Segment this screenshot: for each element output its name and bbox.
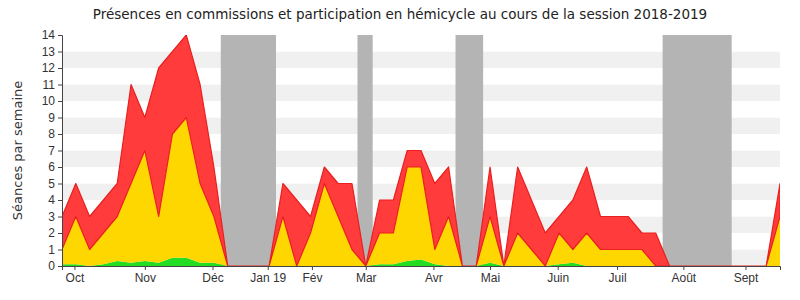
y-tick: 14 [42, 28, 62, 42]
y-tick: 3 [48, 210, 62, 224]
y-tick: 7 [48, 144, 62, 158]
y-tick-label: 9 [48, 111, 55, 125]
area [62, 35, 780, 266]
x-tick: Fév [302, 266, 322, 285]
y-tick-mark [58, 200, 62, 201]
x-tick-mark [312, 266, 313, 270]
y-tick-label: 14 [42, 28, 56, 42]
y-tick-label: 3 [48, 210, 55, 224]
y-tick-mark [58, 250, 62, 251]
x-tick-mark [74, 266, 75, 270]
x-tick: Juin [547, 266, 569, 285]
y-tick-mark [58, 68, 62, 69]
y-tick-mark [58, 35, 62, 36]
x-tick-label: Déc [202, 271, 223, 285]
y-tick-mark [58, 101, 62, 102]
y-tick: 4 [48, 193, 62, 207]
y-tick-label: 5 [48, 177, 55, 191]
x-tick-label: Avr [425, 271, 443, 285]
y-tick-label: 0 [48, 259, 55, 273]
y-tick: 1 [48, 243, 62, 257]
x-tick: Déc [202, 266, 223, 285]
y-tick-label: 1 [48, 243, 55, 257]
y-tick: 6 [48, 160, 62, 174]
x-tick: Jan 19 [250, 266, 286, 285]
vacation-band [221, 35, 276, 266]
y-axis-title: Séances par semaine [10, 81, 25, 220]
x-tick-mark [745, 266, 746, 270]
x-tick-mark [433, 266, 434, 270]
y-tick: 9 [48, 111, 62, 125]
y-tick-label: 6 [48, 160, 55, 174]
y-tick: 12 [42, 61, 62, 75]
y-tick-label: 11 [43, 78, 56, 92]
y-tick: 13 [42, 45, 62, 59]
x-tick-mark [558, 266, 559, 270]
grid [62, 35, 780, 266]
x-tick-label: Fév [302, 271, 322, 285]
y-tick-label: 2 [48, 226, 55, 240]
x-tick-mark [213, 266, 214, 270]
y-tick-label: 10 [42, 94, 56, 108]
x-tick-mark [683, 266, 684, 270]
x-tick-label: Jan 19 [250, 271, 286, 285]
x-tick-label: Mai [481, 271, 500, 285]
x-tick: Oct [66, 266, 85, 285]
x-tick-mark [268, 266, 269, 270]
x-tick-mark [145, 266, 146, 270]
y-axis: 01234567891011121314 [42, 28, 63, 273]
y-tick-label: 7 [48, 144, 55, 158]
y-tick-mark [58, 134, 62, 135]
y-tick-mark [58, 167, 62, 168]
y-tick-mark [58, 217, 62, 218]
y-tick: 2 [48, 226, 62, 240]
x-tick-label: Juin [547, 271, 569, 285]
x-tick-mark [366, 266, 367, 270]
x-tick: Août [672, 266, 697, 285]
chart: 01234567891011121314OctNovDécJan 19FévMa… [0, 0, 800, 300]
x-tick: Avr [425, 266, 443, 285]
x-tick: Juil [609, 266, 627, 285]
y-tick-mark [58, 184, 62, 185]
y-tick-mark [58, 118, 62, 119]
vacation-band [456, 35, 484, 266]
x-tick-label: Juil [609, 271, 627, 285]
y-axis-line [58, 36, 63, 267]
y-tick-mark [58, 52, 62, 53]
y-tick-label: 4 [48, 193, 55, 207]
y-tick-label: 8 [48, 127, 55, 141]
y-tick: 11 [43, 78, 62, 92]
series-group [62, 35, 780, 266]
x-tick-label: Août [672, 271, 697, 285]
x-axis: Oct Nov Déc Jan 19 Fév Mar Avr Mai Juin Juil Août S… [63, 266, 781, 285]
y-tick-mark [58, 233, 62, 234]
y-tick: 5 [48, 177, 62, 191]
x-tick: Mai [481, 266, 500, 285]
x-tick-label: Nov [135, 271, 156, 285]
y-tick-label: 12 [42, 61, 56, 75]
x-tick: Mar [356, 266, 377, 285]
y-tick: 8 [48, 127, 62, 141]
title: Présences en commissions et participatio… [93, 6, 707, 22]
y-tick-mark [58, 266, 62, 267]
x-tick-mark [490, 266, 491, 270]
y-tick: 10 [42, 94, 62, 108]
y-tick-label: 13 [42, 45, 56, 59]
x-tick-label: Mar [356, 271, 377, 285]
y-tick-mark [58, 151, 62, 152]
y-tick: 0 [48, 259, 62, 273]
x-tick-label: Sept [734, 271, 759, 285]
vacation-band [663, 35, 732, 266]
x-tick-mark [617, 266, 618, 270]
x-tick: Nov [135, 266, 156, 285]
y-tick-mark [58, 85, 62, 86]
x-axis-line [63, 267, 781, 271]
x-tick: Sept [734, 266, 759, 285]
x-tick-label: Oct [66, 271, 85, 285]
